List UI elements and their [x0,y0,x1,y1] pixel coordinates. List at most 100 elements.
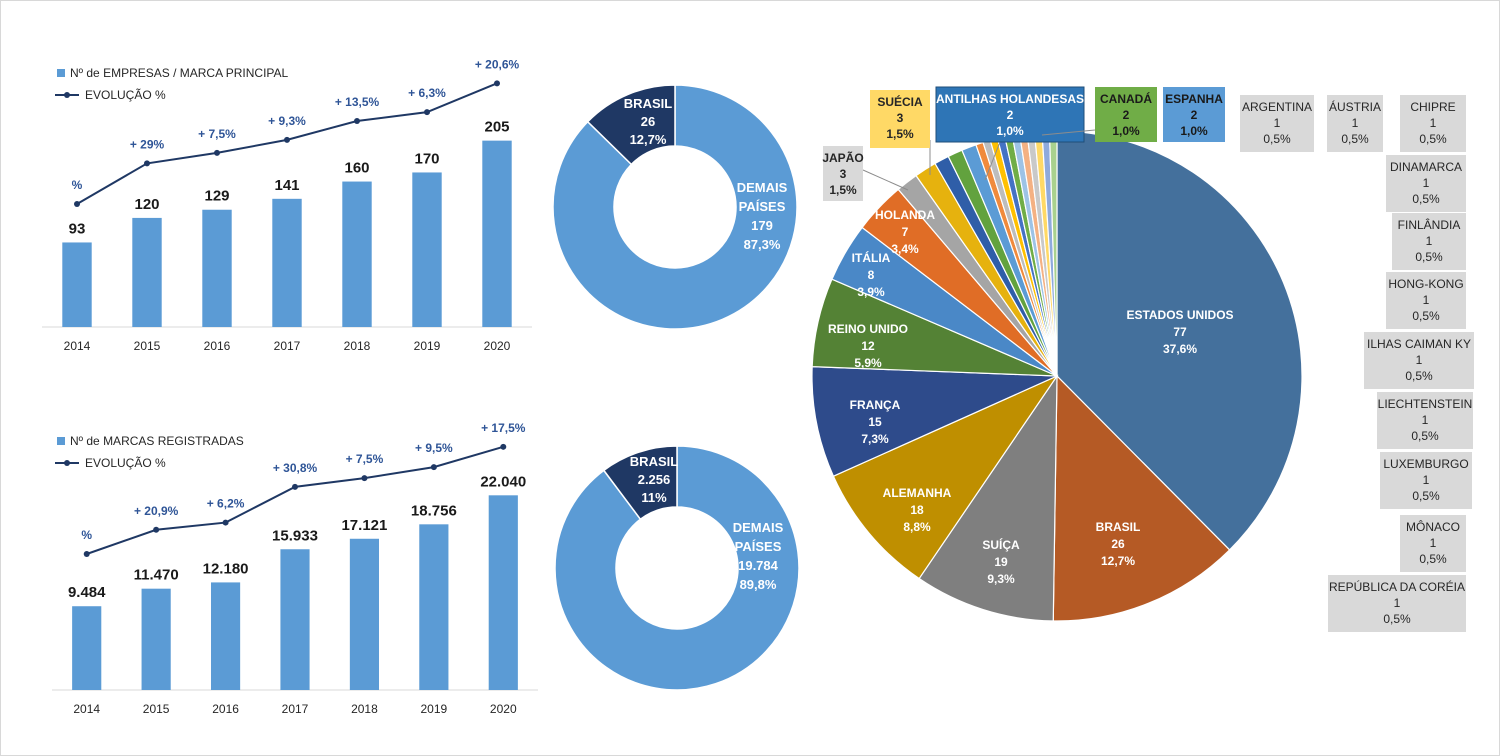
evolution-label: + 7,5% [198,127,236,141]
callout-label: 0,5% [1415,250,1443,264]
pie-slice-label: ESTADOS UNIDOS [1126,308,1233,322]
pie-slice-label: ALEMANHA [883,486,952,500]
bar [72,606,101,690]
callout-label: SUÉCIA [877,94,923,109]
callout-label: 0,5% [1405,369,1433,383]
pie-slice-label: FRANÇA [850,398,901,412]
bar-value-label: 11.470 [134,567,179,584]
bar-value-label: 9.484 [68,584,106,601]
bar [142,589,171,690]
callout-label: 2 [1123,108,1130,122]
callout-label: 0,5% [1412,309,1440,323]
pie-slice-label: SUÍÇA [982,537,1020,552]
bar [419,524,448,690]
callout-label: 0,5% [1341,132,1369,146]
x-tick-label: 2015 [143,702,170,716]
x-tick-label: 2014 [73,702,100,716]
pie-slice-label: 3,9% [857,285,885,299]
bar [202,210,231,327]
callout-label: CANADÁ [1100,91,1152,106]
callout-label: 1 [1416,353,1423,367]
bar-value-label: 17.121 [341,517,387,534]
evolution-label: + 9,5% [415,441,453,455]
evolution-label: + 6,2% [207,497,245,511]
pie-slice-label: 26 [1111,537,1125,551]
evolution-label: + 9,3% [268,114,306,128]
x-tick-label: 2019 [421,702,448,716]
donut-demais-label: DEMAIS [733,520,784,535]
evolution-label: + 20,6% [475,57,520,71]
x-tick-label: 2017 [282,702,309,716]
legend-line-label: EVOLUÇÃO % [85,88,166,102]
pie-slice-label: 77 [1173,325,1187,339]
pie-slice-label: 37,6% [1163,342,1197,356]
evolution-point [84,551,90,557]
callout-label: ARGENTINA [1242,100,1312,114]
x-tick-label: 2016 [212,702,239,716]
callout-label: 1 [1426,234,1433,248]
callout-label: 0,5% [1263,132,1291,146]
bar-value-label: 170 [414,150,439,167]
callout-label: MÔNACO [1406,519,1460,534]
bar [350,539,379,690]
pie-slice-label: 19 [994,555,1008,569]
bar-value-label: 18.756 [411,502,457,519]
donut-brasil-label: 2.256 [638,472,671,487]
donut-demais-label: 89,8% [740,577,777,592]
evolution-label: + 20,9% [134,504,179,518]
callout-label: 0,5% [1419,132,1447,146]
pie-slice-label: 3,4% [891,242,919,256]
callout-label: ÁUSTRIA [1329,99,1381,114]
callout-label: 0,5% [1412,489,1440,503]
donut-brasil-label: 26 [641,114,655,129]
callout-label: 0,5% [1419,552,1447,566]
callout-label: ILHAS CAIMAN KY [1367,337,1471,351]
callout-label: ESPANHA [1165,92,1223,106]
bar [62,242,91,327]
pie-slice-label: 7,3% [861,432,889,446]
bar [280,549,309,690]
bar-value-label: 15.933 [272,527,318,544]
callout-label: 1,0% [1180,124,1208,138]
x-tick-label: 2018 [351,702,378,716]
evolution-label: + 29% [130,137,165,151]
pie-slice-label: 12,7% [1101,554,1135,568]
callout-label: 0,5% [1383,612,1411,626]
bar [211,582,240,690]
bar-value-label: 141 [274,177,299,194]
evolution-point [214,150,220,156]
callout-label: 1 [1352,116,1359,130]
callout-label: LUXEMBURGO [1383,457,1468,471]
pie-chart-origem: ESTADOS UNIDOS7737,6%BRASIL2612,7%SUÍÇA1… [812,87,1474,632]
evolution-point [494,80,500,86]
pie-slice-label: 9,3% [987,572,1015,586]
pie-slice-label: REINO UNIDO [828,322,908,336]
callout-leader-line [863,170,908,190]
evolution-point [284,137,290,143]
donut-chart-3: BRASIL2612,7%DEMAISPAÍSES17987,3% [553,85,797,329]
evolution-point [144,160,150,166]
callout-label: FINLÂNDIA [1398,217,1461,232]
x-tick-label: 2017 [274,339,301,353]
evolution-label: % [81,528,92,542]
evolution-label: + 30,8% [273,461,318,475]
x-tick-label: 2014 [64,339,91,353]
legend-bar-label: Nº de MARCAS REGISTRADAS [70,434,244,448]
donut-demais-label: DEMAIS [737,180,788,195]
evolution-label: % [72,178,83,192]
callout-label: LIECHTENSTEIN [1378,397,1473,411]
callout-label: 3 [840,167,847,181]
pie-slice-label: 8,8% [903,520,931,534]
callout-label: DINAMARCA [1390,160,1462,174]
callout-label: 1 [1430,536,1437,550]
evolution-point [153,527,159,533]
bar-value-label: 205 [484,119,509,136]
callout-label: 3 [897,111,904,125]
bar-value-label: 12.180 [203,560,249,577]
pie-slice-label: 8 [868,268,875,282]
legend-bar-swatch [57,69,65,77]
callout-label: 1 [1430,116,1437,130]
bar [489,495,518,690]
callout-label: 2 [1007,108,1014,122]
callout-label: 1,0% [996,124,1024,138]
